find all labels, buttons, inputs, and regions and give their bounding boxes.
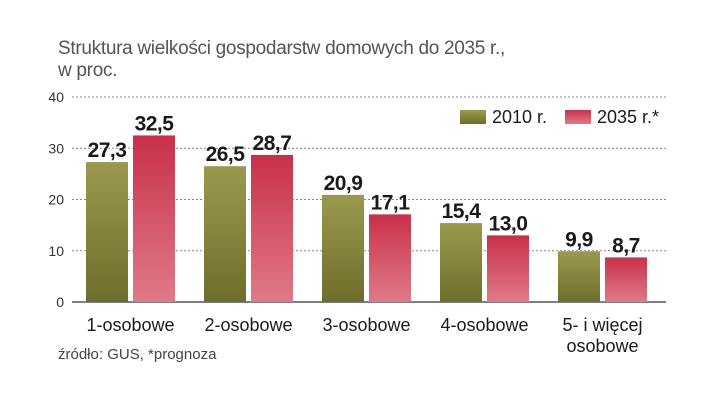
y-axis-ticks: 0 10 20 30 40: [48, 89, 64, 310]
x-tick-label: 1-osobowe: [86, 315, 174, 335]
y-tick-label: 0: [56, 294, 64, 310]
chart-title-line-2: w proc.: [58, 60, 118, 81]
x-tick-label: 5- i więcej osobowe: [562, 315, 642, 356]
x-tick-label-line: 1-osobowe: [86, 315, 174, 335]
legend: 2010 r. 2035 r.*: [460, 107, 659, 127]
bar: [322, 194, 364, 302]
bar: [605, 257, 647, 302]
y-tick-label: 10: [48, 243, 64, 259]
value-label: 17,1: [371, 191, 411, 214]
y-tick-label: 20: [48, 192, 64, 208]
value-label: 8,7: [612, 234, 640, 257]
legend-swatch: [460, 110, 486, 124]
x-axis-labels: 1-osobowe 2-osobowe 3-osobowe 4-osobowe 5- i…: [86, 315, 642, 356]
value-label: 27,3: [88, 139, 127, 162]
value-label: 13,0: [489, 212, 528, 235]
source-note: źródło: GUS, *prognoza: [58, 346, 217, 363]
value-label: 15,4: [442, 200, 482, 223]
x-tick-label: 4-osobowe: [440, 315, 528, 335]
bar: [369, 214, 411, 302]
bar: [251, 154, 293, 302]
bar: [440, 223, 482, 302]
legend-label: 2010 r.: [492, 107, 547, 127]
y-tick-label: 40: [48, 89, 64, 105]
chart-title: Struktura wielkości gospodarstw domowych…: [58, 38, 505, 82]
x-tick-label-line: 4-osobowe: [440, 315, 528, 335]
bars: [86, 135, 647, 302]
x-tick-label: 3-osobowe: [322, 315, 410, 335]
chart-title-line-1: Struktura wielkości gospodarstw domowych…: [58, 38, 505, 59]
bar: [204, 166, 246, 302]
value-labels: 27,3 32,5 26,5 28,7 20,9 17,1 15,4 13,0 9,9 8,7: [88, 112, 641, 257]
value-label: 32,5: [135, 112, 175, 135]
x-tick-label: 2-osobowe: [204, 315, 292, 335]
legend-label: 2035 r.*: [597, 107, 659, 127]
x-tick-label-line: 3-osobowe: [322, 315, 410, 335]
bar: [86, 162, 128, 302]
value-label: 28,7: [253, 132, 292, 155]
bar: [487, 235, 529, 302]
value-label: 20,9: [324, 172, 363, 195]
y-tick-label: 30: [48, 140, 64, 156]
legend-swatch: [565, 110, 591, 124]
value-label: 26,5: [206, 143, 246, 166]
bar: [133, 135, 175, 302]
bar: [558, 251, 600, 302]
x-tick-label-line: osobowe: [566, 336, 638, 356]
x-tick-label-line: 2-osobowe: [204, 315, 292, 335]
value-label: 9,9: [565, 228, 593, 251]
x-tick-label-line: 5- i więcej: [562, 315, 642, 335]
